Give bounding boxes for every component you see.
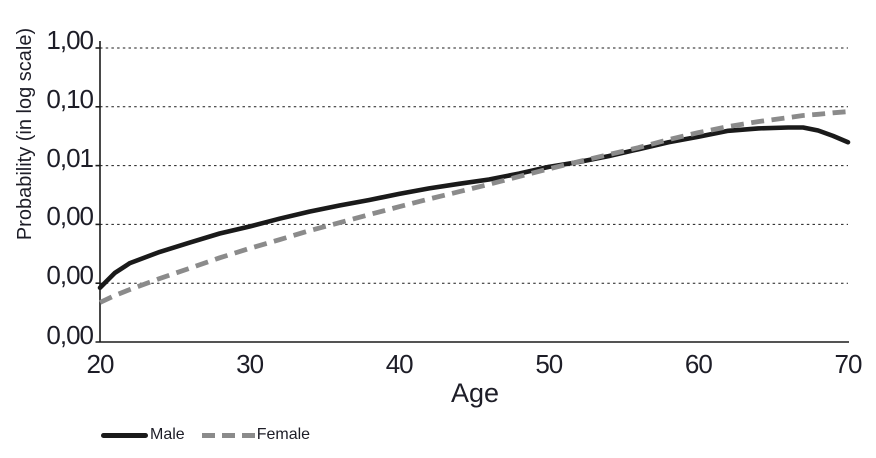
x-tick-label: 30: [236, 349, 264, 379]
legend-female-label: Female: [256, 426, 311, 443]
female-line-swatch: [201, 432, 255, 438]
legend-male-label: Male: [150, 426, 185, 443]
male-line: [97, 125, 851, 290]
x-tick-label: 50: [535, 349, 563, 379]
y-tick-label: 0,10: [46, 83, 94, 114]
x-tick-label: 60: [684, 349, 713, 379]
x-tick-label: 20: [86, 349, 115, 379]
y-tick-label: 1,00: [46, 25, 94, 55]
female-line: [98, 109, 849, 305]
y-tick-label: 0,00: [46, 201, 94, 232]
x-tick-label: 70: [834, 349, 863, 379]
male-line-swatch: [101, 432, 148, 438]
y-tick-label: 0,00: [46, 260, 94, 291]
x-axis-title: Age: [450, 378, 500, 408]
legend: Male Female: [101, 425, 310, 445]
x-tick-label: 40: [385, 349, 414, 379]
y-tick-label: 0,00: [46, 320, 94, 350]
y-tick-label: 0,01: [46, 142, 94, 173]
